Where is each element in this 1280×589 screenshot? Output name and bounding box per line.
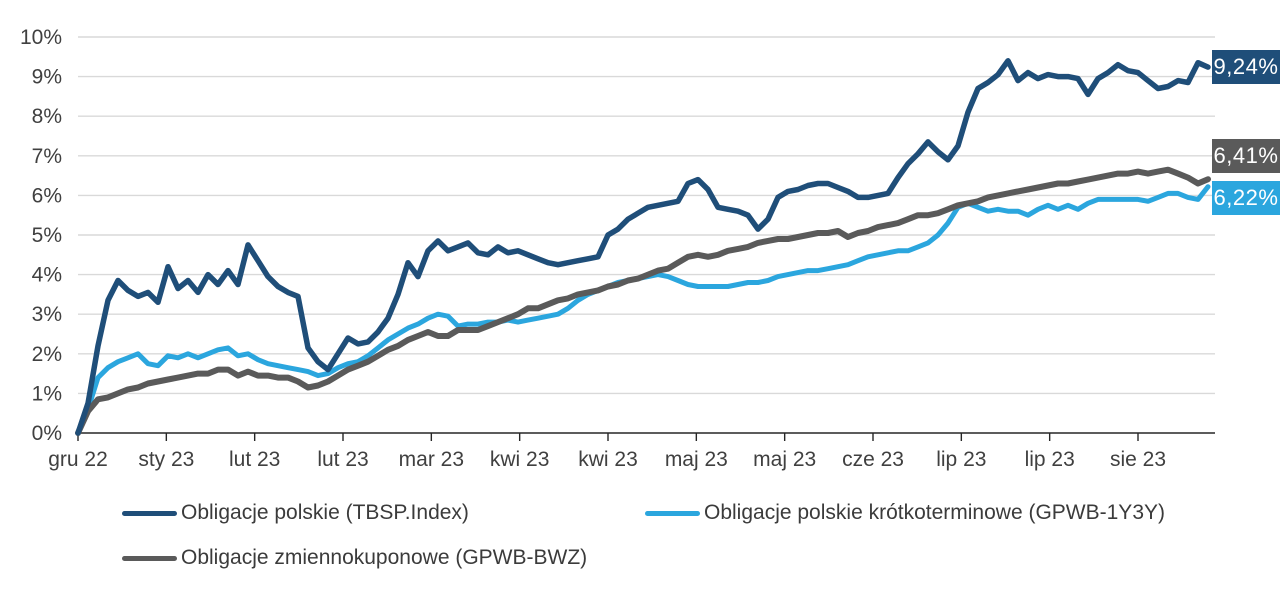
- series-line-0: [75, 58, 1211, 436]
- y-axis-tick-label: 4%: [32, 264, 62, 287]
- y-axis-tick-label: 10%: [20, 26, 62, 49]
- x-axis-tick-label: sie 23: [1110, 448, 1166, 471]
- plot-area: 0% 1% 2% 3% 4% 5% 6% 7% 8% 9% 10% gru 22 sty 23 lut 2…: [20, 26, 1215, 471]
- y-axis-tick-label: 1%: [32, 382, 62, 405]
- legend-swatch-gray-line-icon: [122, 555, 177, 561]
- legend-item-gpwb-1y3y: Obligacje polskie krótkoterminowe (GPWB-…: [645, 500, 1165, 526]
- end-value-label-gpwb-1y3y: 6,22%: [1212, 181, 1280, 215]
- legend-label: Obligacje polskie krótkoterminowe (GPWB-…: [704, 501, 1165, 524]
- x-axis-tick-label: gru 22: [48, 448, 108, 471]
- x-axis-tick-label: lip 23: [936, 448, 986, 471]
- y-axis-tick-label: 6%: [32, 184, 62, 207]
- series-line-1: [75, 184, 1211, 436]
- y-axis-tick-label: 5%: [32, 224, 62, 247]
- y-axis-tick-label: 7%: [32, 145, 62, 168]
- x-axis-tick-label: lip 23: [1025, 448, 1075, 471]
- x-axis-tick-label: lut 23: [229, 448, 280, 471]
- x-axis-tick-label: mar 23: [399, 448, 464, 471]
- legend-swatch-navy-line-icon: [122, 510, 177, 516]
- x-axis-tick-label: sty 23: [138, 448, 194, 471]
- legend-label: Obligacje zmiennokuponowe (GPWB-BWZ): [181, 546, 588, 569]
- series-line-2: [75, 166, 1211, 436]
- end-value-label-tbsp-index: 9,24%: [1212, 50, 1280, 84]
- x-axis-tick-label: maj 23: [665, 448, 728, 471]
- x-axis-tick-label: cze 23: [842, 448, 904, 471]
- legend-label: Obligacje polskie (TBSP.Index): [181, 501, 469, 524]
- y-axis-tick-label: 9%: [32, 66, 62, 89]
- end-value-label-gpwb-bwz: 6,41%: [1212, 139, 1280, 173]
- x-axis-tick-label: kwi 23: [490, 448, 550, 471]
- legend-swatch-lightblue-line-icon: [645, 510, 700, 516]
- x-axis-tick-label: maj 23: [753, 448, 816, 471]
- y-axis-tick-label: 3%: [32, 303, 62, 326]
- x-axis-tick-label: lut 23: [317, 448, 368, 471]
- legend-item-gpwb-bwz: Obligacje zmiennokuponowe (GPWB-BWZ): [122, 545, 587, 571]
- y-axis-tick-label: 2%: [32, 343, 62, 366]
- x-axis-tick-label: kwi 23: [578, 448, 638, 471]
- legend-item-tbsp-index: Obligacje polskie (TBSP.Index): [122, 500, 469, 526]
- y-axis-tick-label: 0%: [32, 422, 62, 445]
- y-axis-tick-label: 8%: [32, 105, 62, 128]
